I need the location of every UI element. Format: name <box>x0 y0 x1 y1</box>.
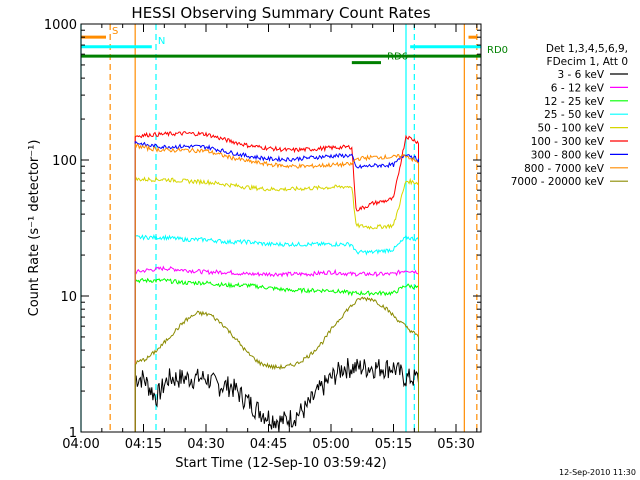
y-axis-label: Count Rate (s⁻¹ detector⁻¹) <box>27 140 42 317</box>
series-line-8 <box>134 143 419 432</box>
flag-label-n: N <box>158 36 165 47</box>
legend-label-8: 800 - 7000 keV <box>524 163 605 175</box>
flag-label-rd0: RD0 <box>487 45 508 56</box>
x-tick-label-0: 04:00 <box>62 437 99 452</box>
x-tick-label-6: 05:30 <box>437 437 474 452</box>
legend-label-5: 50 - 100 keV <box>537 123 604 135</box>
series-line-4 <box>134 233 419 432</box>
x-tick-label-2: 04:30 <box>187 437 224 452</box>
legend-label-1: 3 - 6 keV <box>557 69 604 81</box>
x-tick-label-3: 04:45 <box>250 437 287 452</box>
legend-header-1: FDecim 1, Att 0 <box>547 56 628 68</box>
legend: Det 1,3,4,5,6,9,FDecim 1, Att 03 - 6 keV… <box>511 43 628 188</box>
legend-label-3: 12 - 25 keV <box>544 96 605 108</box>
y-tick-label-3: 1000 <box>44 18 77 33</box>
series-line-6 <box>134 131 419 432</box>
series-line-3 <box>134 277 419 432</box>
timestamp: 12-Sep-2010 11:30 <box>559 468 636 477</box>
x-tick-label-4: 05:00 <box>312 437 349 452</box>
legend-label-4: 25 - 50 keV <box>544 109 605 121</box>
axes: 04:00 04:15 04:30 04:45 05:00 05:15 05:30 1 10 10… <box>44 18 481 452</box>
series-line-7 <box>134 141 419 432</box>
series-line-9 <box>134 296 419 432</box>
flag-label-s: S <box>112 26 118 37</box>
legend-label-7: 300 - 800 keV <box>531 149 605 161</box>
x-axis-label: Start Time (12-Sep-10 03:59:42) <box>175 456 386 471</box>
x-tick-label-1: 04:15 <box>125 437 162 452</box>
series-line-1 <box>134 358 419 432</box>
y-tick-label-1: 10 <box>60 290 77 305</box>
legend-label-6: 100 - 300 keV <box>531 136 605 148</box>
series-line-5 <box>134 176 419 432</box>
legend-header-0: Det 1,3,4,5,6,9, <box>546 43 628 55</box>
flag-label-rd6: RD6 <box>387 52 408 63</box>
y-tick-label-0: 1 <box>69 426 77 441</box>
legend-label-9: 7000 - 20000 keV <box>511 176 605 188</box>
x-tick-label-5: 05:15 <box>375 437 412 452</box>
plot-frame <box>80 23 482 433</box>
legend-label-2: 6 - 12 keV <box>551 82 605 94</box>
series-line-2 <box>134 265 419 432</box>
chart-title: HESSI Observing Summary Count Rates <box>131 4 430 22</box>
y-tick-label-2: 100 <box>52 154 77 169</box>
plot-area: S N RD0 RD6 <box>80 24 508 432</box>
